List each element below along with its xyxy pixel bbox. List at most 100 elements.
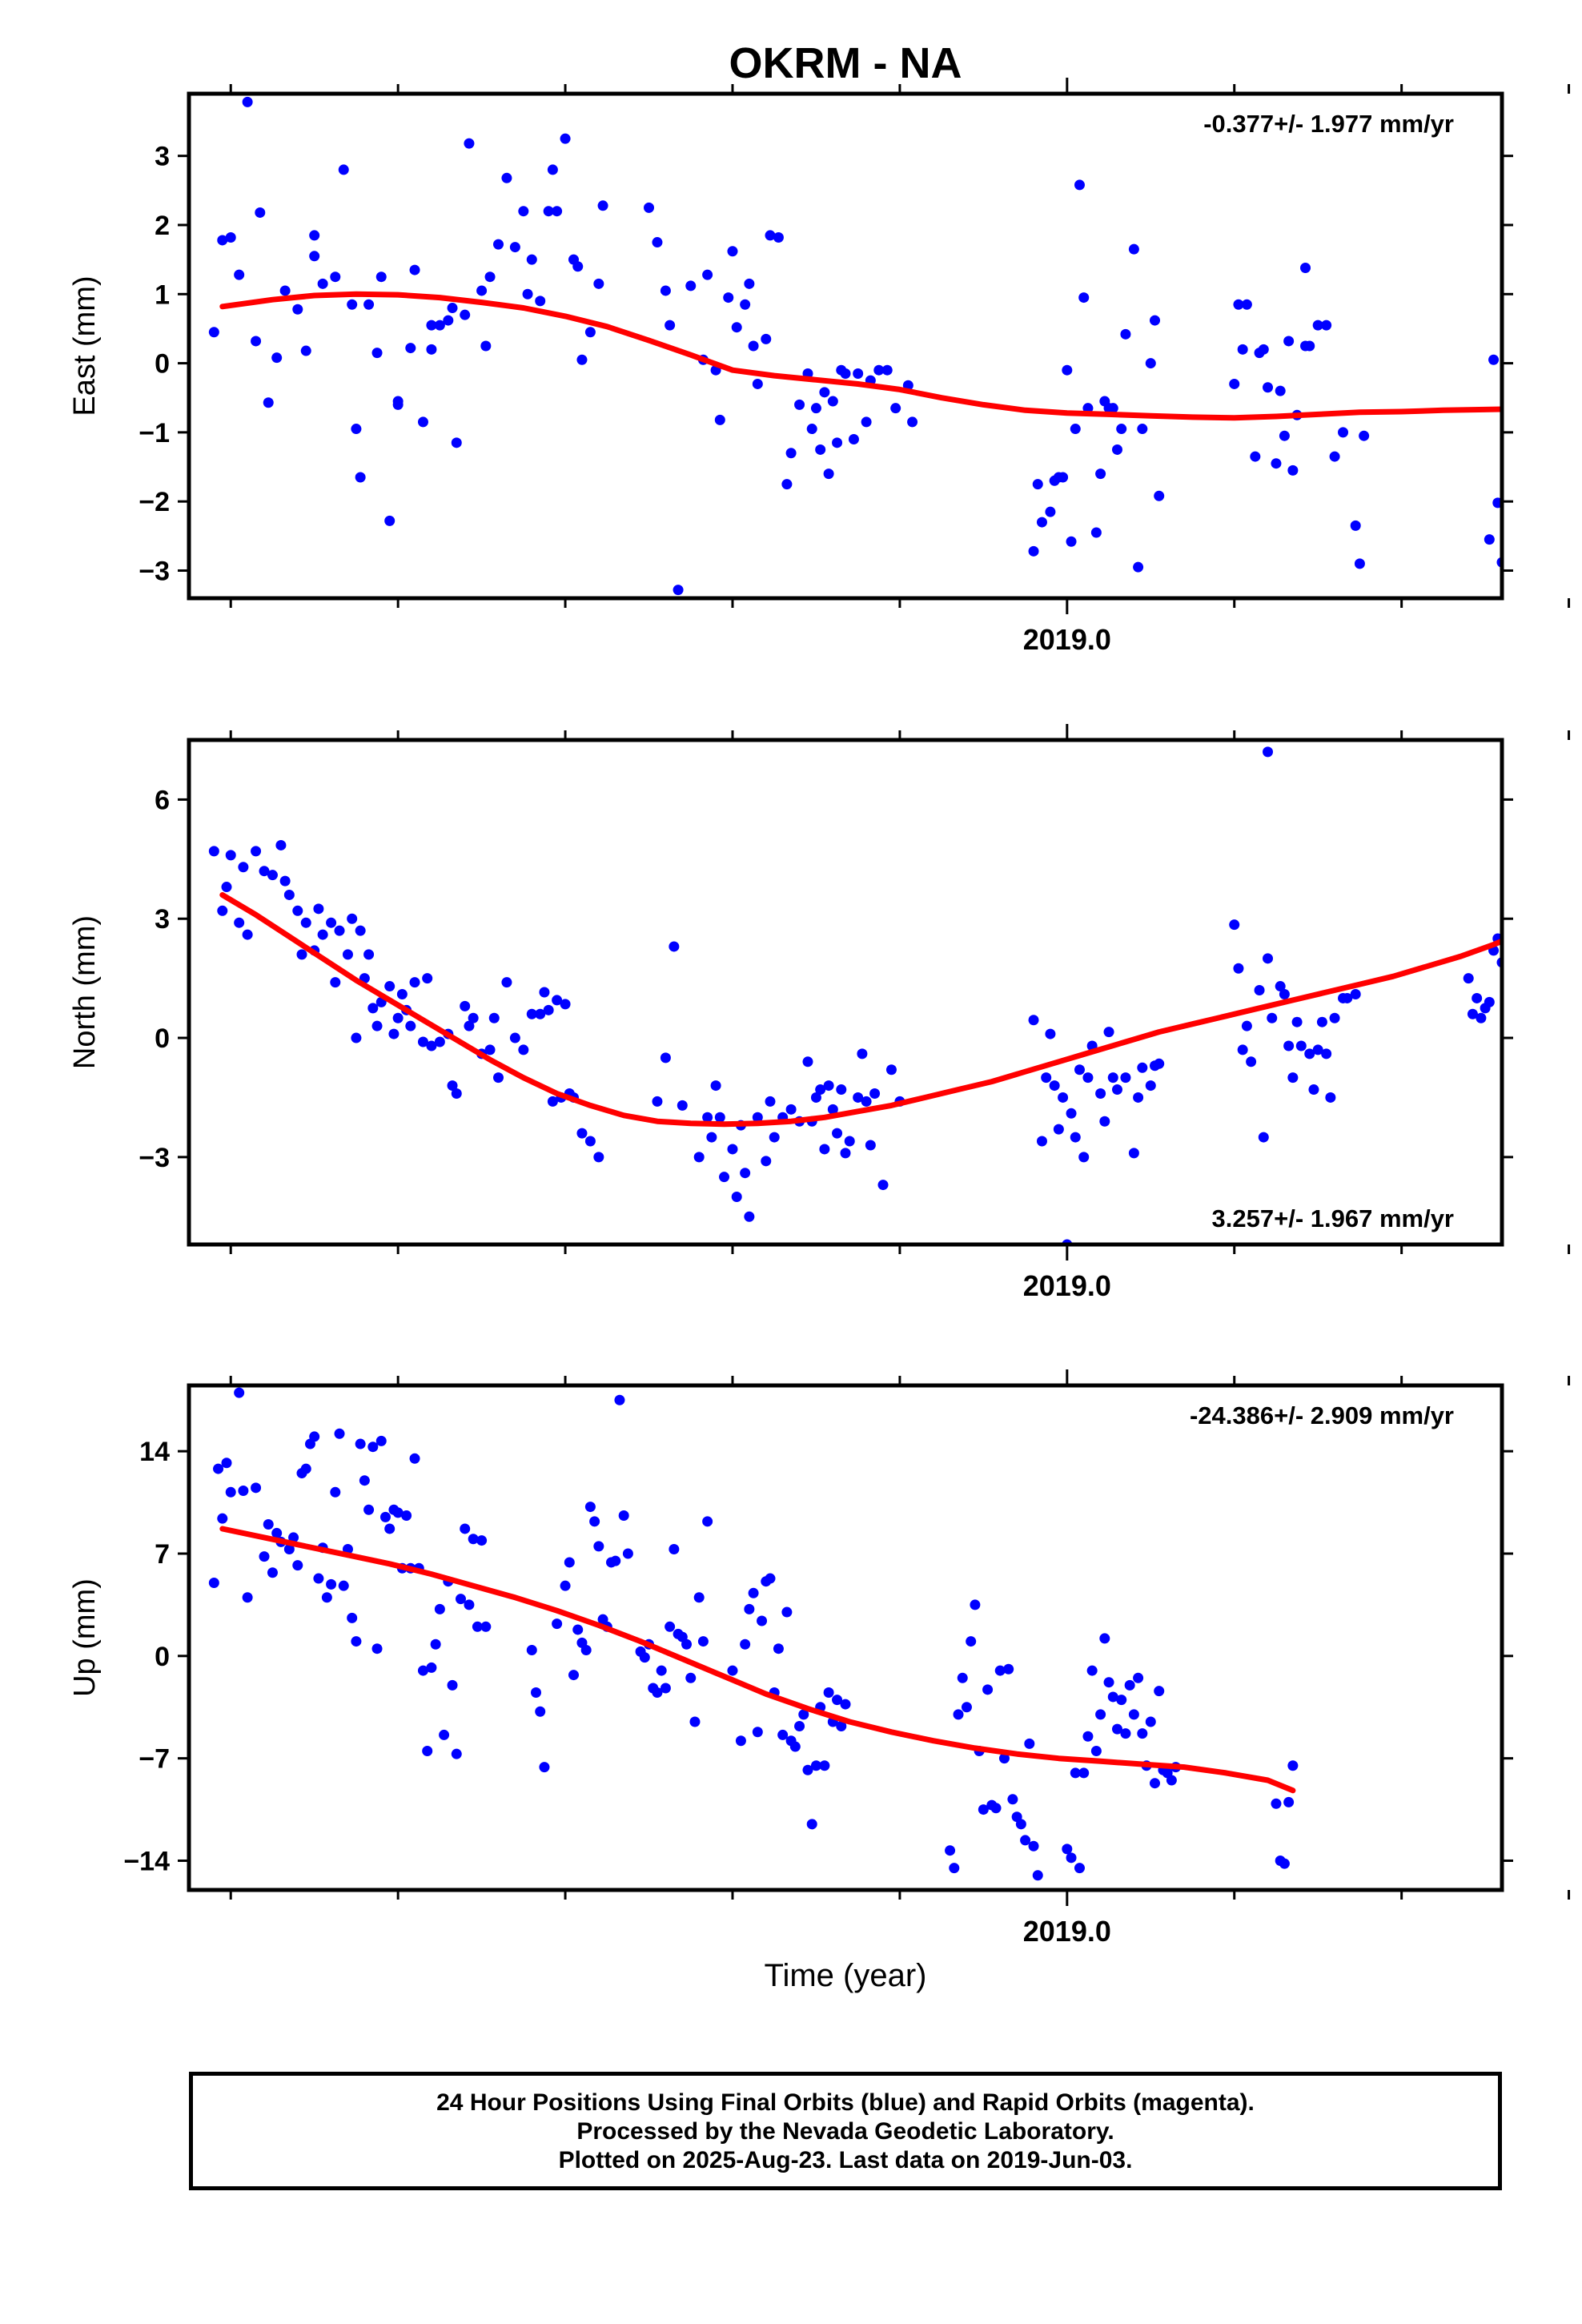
data-point — [564, 1557, 575, 1568]
data-point — [1066, 1108, 1077, 1119]
data-point — [330, 271, 341, 283]
data-point — [802, 1056, 813, 1068]
plot-frame — [187, 91, 1504, 601]
y-tick-label: 3 — [155, 142, 170, 172]
data-point — [706, 1132, 717, 1143]
data-point — [552, 1618, 563, 1630]
y-tick-label: 14 — [139, 1437, 170, 1467]
data-point — [832, 1128, 843, 1139]
data-point — [840, 1148, 851, 1159]
data-point — [827, 396, 838, 407]
data-point — [1137, 424, 1148, 435]
data-point — [1062, 1844, 1073, 1855]
data-point — [744, 1211, 755, 1222]
data-point — [785, 1104, 797, 1115]
data-point — [1467, 1008, 1478, 1019]
data-point — [1082, 1072, 1094, 1084]
data-point — [518, 1044, 529, 1055]
data-point — [769, 1132, 780, 1143]
data-point — [702, 1112, 713, 1123]
data-point — [472, 1621, 483, 1632]
footer-line-1: 24 Hour Positions Using Final Orbits (bl… — [436, 2089, 1255, 2116]
data-point — [697, 1636, 709, 1647]
data-point — [593, 1152, 604, 1163]
data-point — [1509, 1013, 1520, 1023]
data-point — [317, 278, 328, 289]
data-point — [460, 1523, 471, 1534]
data-point — [221, 1458, 232, 1469]
data-point — [451, 437, 462, 448]
data-point — [665, 320, 676, 331]
data-point — [1149, 315, 1160, 326]
data-point — [1484, 534, 1495, 545]
footer-box: 24 Hour Positions Using Final Orbits (bl… — [189, 2072, 1502, 2190]
data-point — [1041, 1072, 1052, 1084]
data-point — [292, 304, 303, 315]
data-point — [815, 444, 826, 455]
data-point — [1271, 1798, 1282, 1809]
data-point — [543, 1004, 554, 1015]
data-point — [1128, 243, 1139, 255]
data-point — [371, 348, 383, 359]
data-point — [221, 882, 232, 893]
data-point — [259, 866, 270, 877]
data-point — [1103, 1027, 1114, 1038]
data-point — [492, 1072, 504, 1084]
data-point — [773, 232, 784, 243]
data-point — [426, 320, 437, 331]
data-point — [568, 1670, 580, 1681]
data-point — [271, 1527, 283, 1538]
data-point — [1279, 430, 1290, 441]
data-point — [396, 988, 408, 999]
data-point — [970, 1599, 981, 1610]
data-point — [242, 96, 253, 107]
data-point — [526, 1645, 537, 1656]
data-point — [907, 416, 918, 428]
data-point — [1149, 1778, 1160, 1789]
data-point — [652, 237, 663, 248]
data-point — [259, 1551, 270, 1562]
data-point — [1124, 1679, 1135, 1691]
data-point — [1145, 1080, 1156, 1092]
data-point — [422, 973, 433, 984]
data-point — [288, 1532, 299, 1543]
data-point — [1287, 1072, 1299, 1084]
data-point — [1543, 910, 1553, 920]
footer-line-3: Plotted on 2025-Aug-23. Last data on 201… — [558, 2147, 1133, 2173]
data-point — [484, 271, 496, 283]
data-point — [1078, 292, 1090, 304]
data-point — [689, 1716, 701, 1727]
data-point — [693, 1592, 705, 1603]
data-point — [313, 903, 324, 915]
data-point — [217, 905, 228, 916]
data-point — [460, 309, 471, 320]
data-point — [552, 206, 563, 217]
data-point — [1036, 517, 1047, 528]
data-point — [476, 285, 488, 296]
data-point — [593, 278, 604, 289]
data-point — [1513, 358, 1524, 368]
data-point — [279, 285, 291, 296]
data-point — [1283, 336, 1295, 347]
y-tick-label: −14 — [123, 1846, 170, 1876]
data-point — [347, 1612, 358, 1623]
data-point — [1128, 1148, 1139, 1159]
data-point — [1539, 906, 1549, 916]
data-point — [584, 1502, 596, 1513]
data-point — [1354, 558, 1365, 569]
data-point — [1304, 340, 1315, 352]
data-point — [1095, 1709, 1106, 1720]
data-point — [251, 1482, 262, 1494]
data-point — [1484, 996, 1495, 1007]
data-point — [1275, 981, 1286, 992]
data-point — [492, 239, 504, 250]
data-point — [823, 1080, 834, 1092]
data-point — [723, 292, 734, 304]
data-point — [1237, 1044, 1248, 1055]
data-point — [217, 235, 228, 246]
data-point — [677, 1100, 688, 1111]
data-point — [464, 138, 475, 149]
data-point — [1526, 419, 1536, 429]
data-point — [363, 1504, 375, 1515]
data-point — [1053, 1124, 1064, 1135]
